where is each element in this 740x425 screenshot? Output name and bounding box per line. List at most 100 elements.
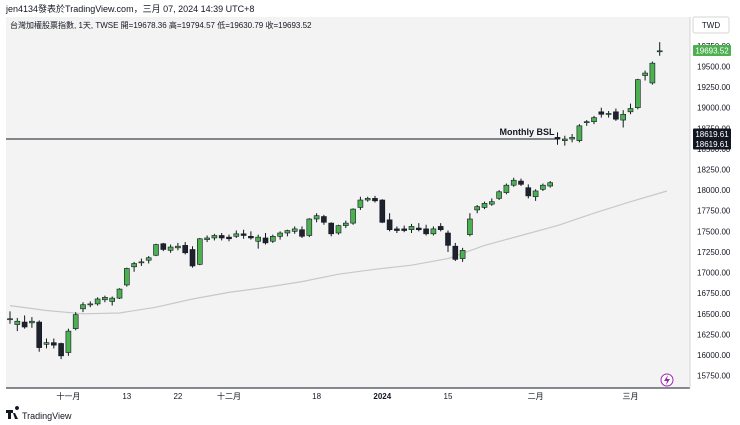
price-tick-label: 18000.00 xyxy=(697,186,731,195)
candle xyxy=(299,226,305,238)
candle xyxy=(204,235,210,243)
candle xyxy=(503,183,510,195)
candle xyxy=(72,312,79,331)
candle-body-down xyxy=(262,237,269,244)
symbol-ohlc-line: 台灣加權股票指數, 1天, TWSE 開=19678.36 高=19794.57… xyxy=(10,20,312,30)
time-tick-label: 2024 xyxy=(373,392,391,401)
time-tick-label: 十二月 xyxy=(217,391,241,401)
price-tick-label: 16750.00 xyxy=(697,289,731,298)
candle-body-down xyxy=(248,236,254,239)
candle-body-up xyxy=(102,297,108,301)
candle xyxy=(145,256,152,264)
candle xyxy=(102,295,108,303)
candle xyxy=(605,110,612,118)
candle xyxy=(189,246,196,268)
time-tick-label: 22 xyxy=(173,392,182,401)
candle-body-up xyxy=(284,230,291,234)
candle-body-up xyxy=(313,215,320,220)
candle-body-down xyxy=(218,235,225,239)
candle-body-up xyxy=(408,226,415,231)
candle-body-down xyxy=(50,342,57,346)
candle xyxy=(233,230,240,238)
candle-body-down xyxy=(518,180,524,185)
lightning-icon[interactable] xyxy=(660,373,674,387)
candle xyxy=(94,297,101,306)
plot-area[interactable] xyxy=(6,17,690,388)
candle xyxy=(364,196,371,202)
candle-body-down xyxy=(226,236,232,240)
candle-body-down xyxy=(36,321,43,348)
price-axis[interactable]: 15750.00 16000.00 16250.00 16500.00 16750.00… xyxy=(697,42,731,381)
candle-body-up xyxy=(364,198,371,201)
currency-badge[interactable]: TWD xyxy=(692,16,730,34)
price-label-bg xyxy=(693,128,731,140)
candle-body-up xyxy=(80,304,86,310)
candle-body-up xyxy=(547,182,554,187)
candle-body-up xyxy=(277,232,283,237)
price-label-text: 18619.61 xyxy=(695,130,729,139)
candle xyxy=(313,213,320,223)
candle xyxy=(357,196,364,210)
candle-body-up xyxy=(14,320,21,325)
candle xyxy=(335,224,342,235)
candle-body-up xyxy=(481,203,488,208)
candle xyxy=(116,288,123,299)
candle xyxy=(459,247,466,262)
candle xyxy=(50,338,57,349)
candle xyxy=(481,201,488,210)
price-label: 18619.61 xyxy=(693,138,731,150)
candle-body-up xyxy=(540,184,546,190)
candle xyxy=(7,311,13,324)
candle xyxy=(488,198,495,206)
candle xyxy=(583,120,590,126)
candle xyxy=(21,315,28,329)
time-tick-label: 三月 xyxy=(623,392,639,401)
candle xyxy=(576,124,583,143)
candle xyxy=(518,178,524,187)
candle-body-up xyxy=(116,288,123,299)
candle-body-up xyxy=(634,79,641,108)
price-tick-label: 19500.00 xyxy=(697,62,731,71)
monthly-bsl-label: Monthly BSL xyxy=(500,127,555,137)
price-tick-label: 17000.00 xyxy=(697,269,731,278)
price-tick-label: 17750.00 xyxy=(697,207,731,216)
candle xyxy=(14,317,21,332)
candle xyxy=(87,301,94,308)
candle-body-up xyxy=(94,298,101,305)
candle-body-up xyxy=(430,228,437,235)
candle xyxy=(248,231,254,240)
candle-body-up xyxy=(335,225,342,234)
candle-body-down xyxy=(240,233,247,236)
candle xyxy=(401,225,408,233)
candle xyxy=(452,242,459,262)
candle xyxy=(269,234,276,243)
candle-body-up xyxy=(649,62,656,84)
price-tick-label: 18250.00 xyxy=(697,166,731,175)
candle xyxy=(620,110,627,128)
candle-body-up xyxy=(204,237,210,240)
moving-average-line xyxy=(9,190,668,315)
price-tick-label: 17500.00 xyxy=(697,227,731,236)
candle-body-up xyxy=(7,318,13,321)
candle-body-up xyxy=(87,303,94,306)
candle-body-down xyxy=(445,232,451,246)
candle-body-up xyxy=(167,246,174,251)
candle xyxy=(182,242,188,255)
candle xyxy=(510,177,517,187)
candle xyxy=(554,132,561,145)
candle-body-up xyxy=(269,236,276,242)
time-axis[interactable]: 十一月 13 22 十二月 18 2024 15 二月 三月 xyxy=(56,391,638,401)
price-tick-label: 15750.00 xyxy=(697,372,731,381)
candle-body-down xyxy=(452,245,459,260)
candle-body-up xyxy=(211,235,218,239)
candle-body-up xyxy=(124,268,130,286)
candle xyxy=(561,135,568,146)
price-label-text: 18619.61 xyxy=(695,140,729,149)
candle xyxy=(321,214,327,225)
time-tick-label: 13 xyxy=(122,392,131,401)
candle-body-down xyxy=(379,199,386,223)
tradingview-logo[interactable]: TradingView xyxy=(6,406,72,421)
candle-body-down xyxy=(525,187,532,197)
price-label-bg xyxy=(693,138,731,150)
